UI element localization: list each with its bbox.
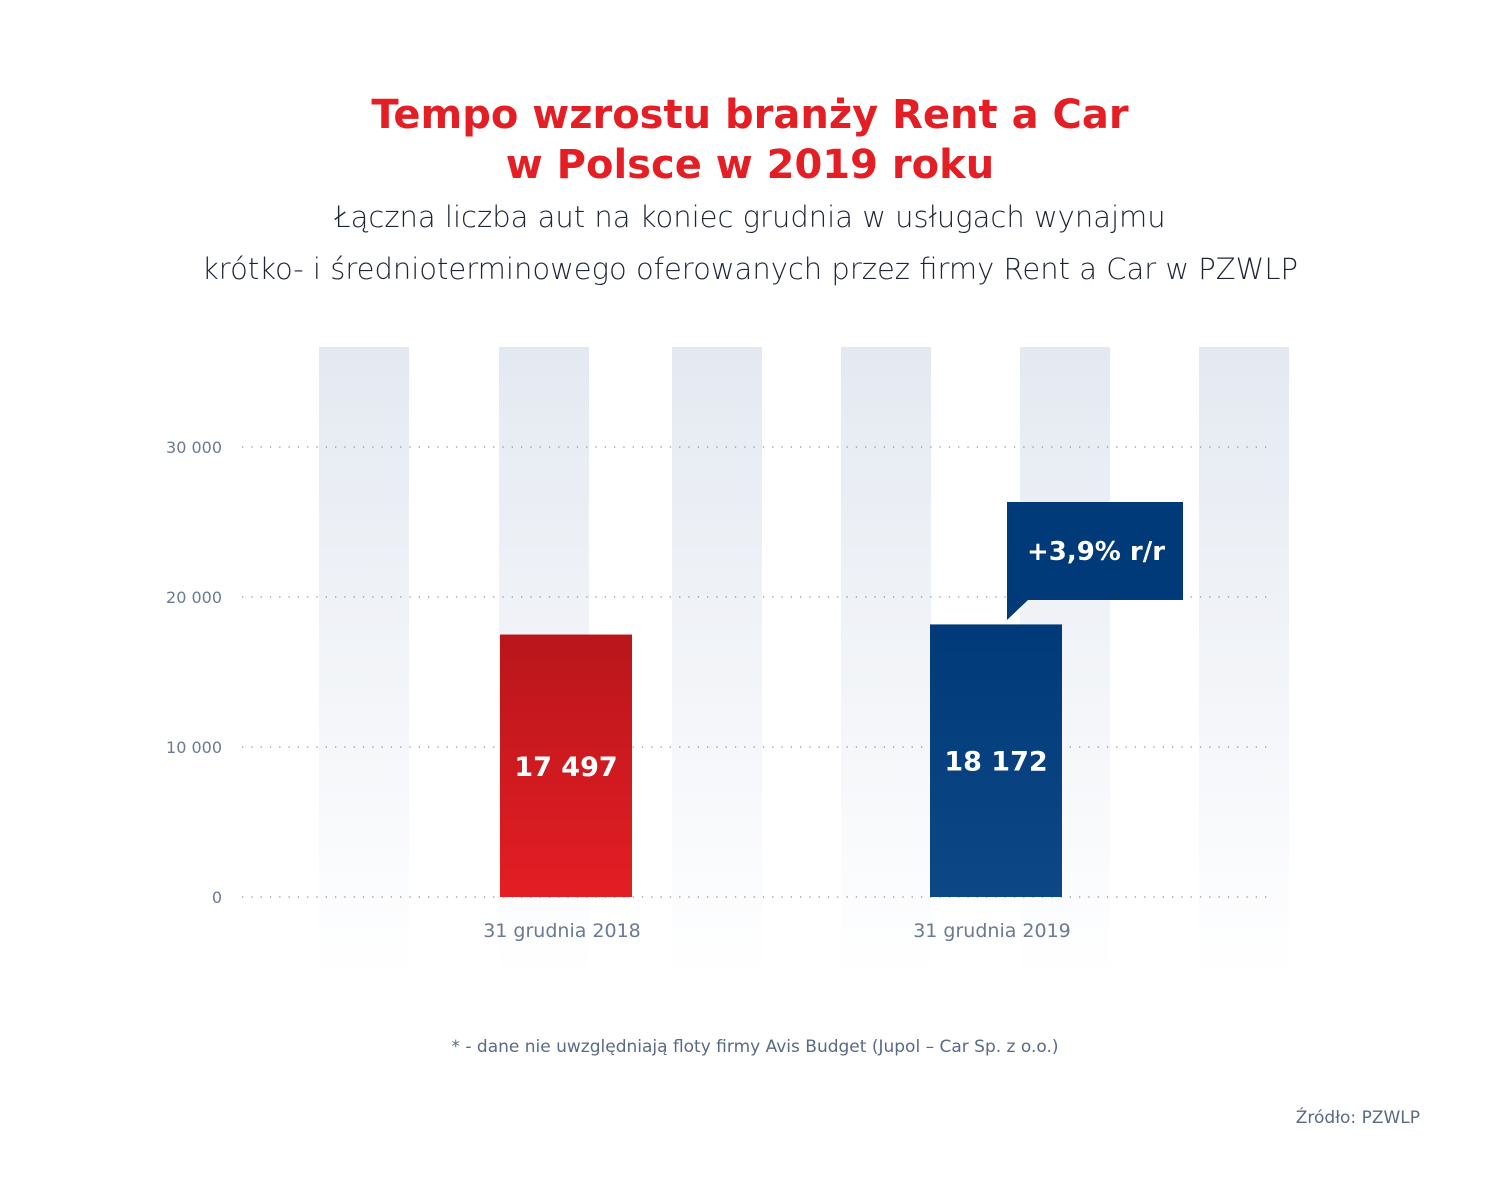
background-stripe xyxy=(841,347,931,977)
growth-annotation: +3,9% r/r xyxy=(1027,537,1165,567)
background-stripe xyxy=(319,347,409,977)
growth-callout: +3,9% r/r xyxy=(1007,502,1183,620)
chart-subtitle-line1: Łączna liczba aut na koniec grudnia w us… xyxy=(334,200,1166,234)
y-tick-label: 0 xyxy=(212,888,222,907)
chart-title-line1: Tempo wzrostu branży Rent a Car xyxy=(371,92,1129,138)
background-stripe xyxy=(672,347,762,977)
bar-value-label: 18 172 xyxy=(944,747,1047,778)
bar-chart: 0 10 000 20 000 30 000 17 497 31 grudnia 201… xyxy=(166,347,1289,977)
bar-value-label: 17 497 xyxy=(514,752,617,783)
source-note: Źródło: PZWLP xyxy=(1295,1108,1420,1128)
y-tick-label: 20 000 xyxy=(166,588,222,607)
x-tick-label: 31 grudnia 2019 xyxy=(913,920,1071,942)
callout-box xyxy=(1007,502,1183,620)
x-tick-label: 31 grudnia 2018 xyxy=(483,920,641,942)
y-tick-label: 10 000 xyxy=(166,738,222,757)
footnote: * - dane nie uwzględniają floty firmy Av… xyxy=(451,1037,1059,1057)
bar-0 xyxy=(500,634,632,897)
y-tick-label: 30 000 xyxy=(166,438,222,457)
bar-1 xyxy=(930,624,1062,897)
background-stripe xyxy=(1199,347,1289,977)
chart-title-line2: w Polsce w 2019 roku xyxy=(505,142,995,188)
chart-subtitle-line2: krótko- i średnioterminowego oferowanych… xyxy=(202,252,1298,286)
